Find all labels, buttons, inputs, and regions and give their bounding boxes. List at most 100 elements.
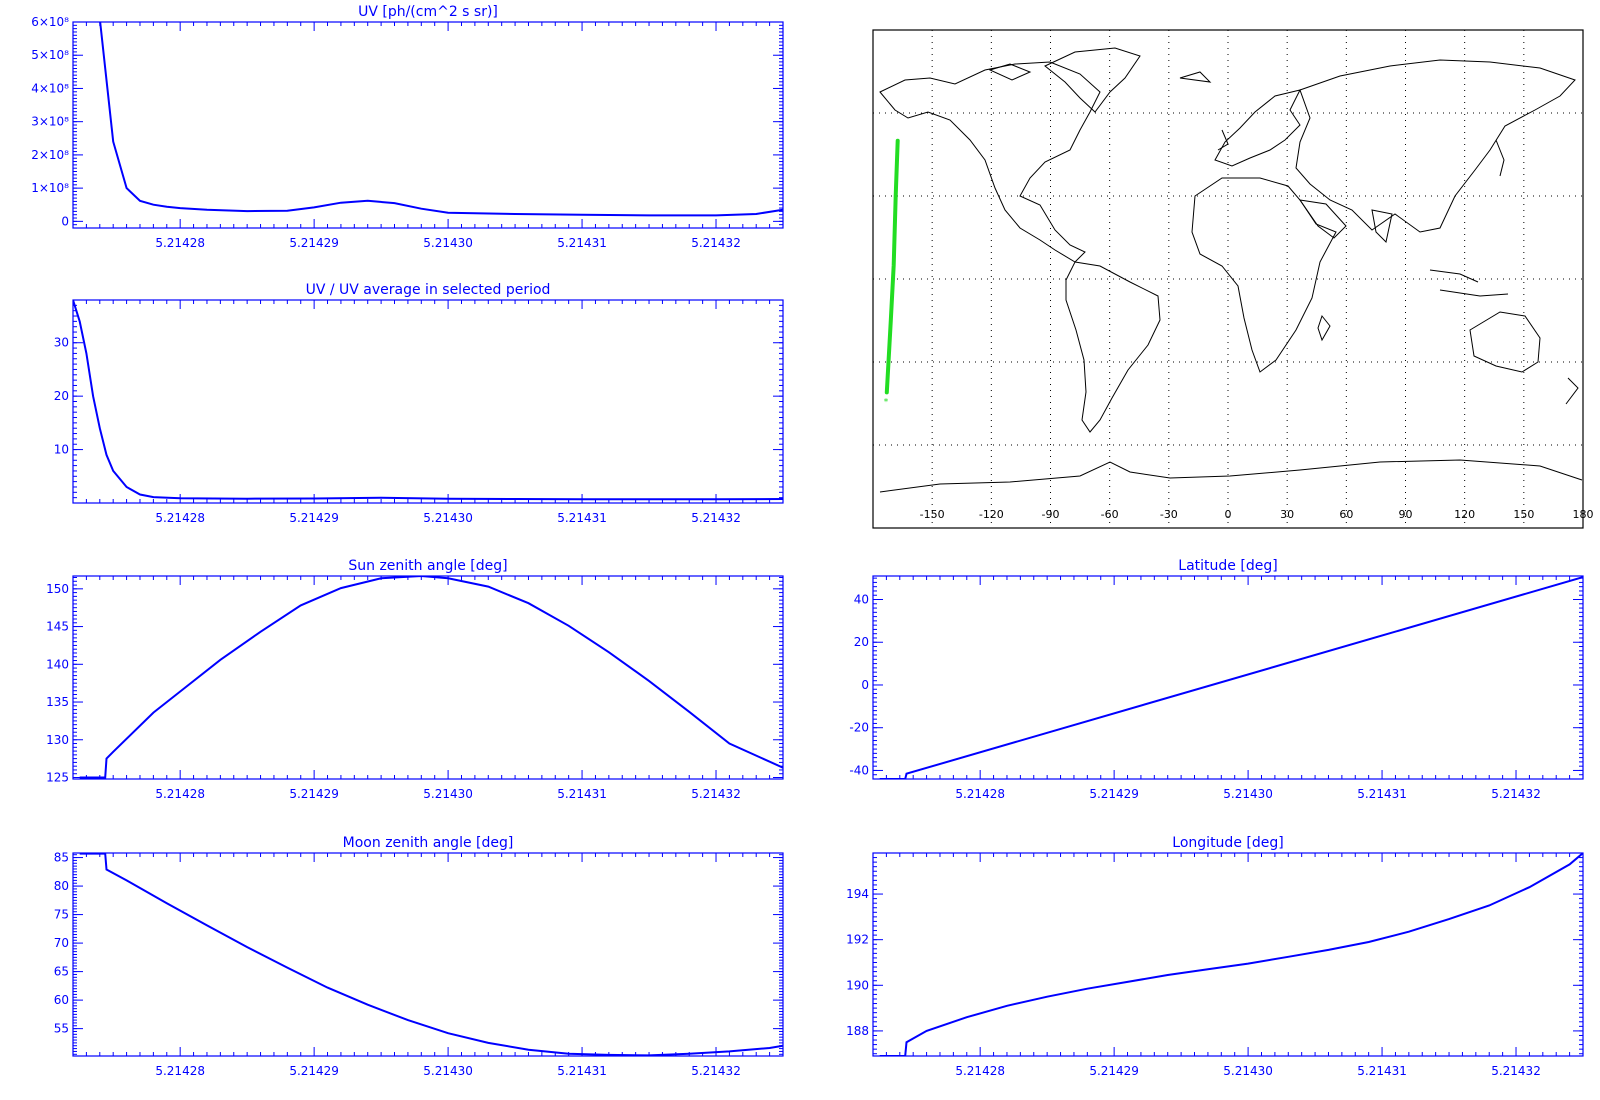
map-lon-tick-label: 150	[1513, 508, 1534, 521]
y-tick-label: 30	[54, 336, 69, 350]
x-tick-label: 5.21430	[1223, 787, 1273, 801]
x-tick-label: 5.21428	[155, 787, 205, 801]
x-tick-label: 5.21431	[1357, 787, 1407, 801]
y-tick-label: 85	[54, 851, 69, 865]
y-tick-label: 150	[46, 582, 69, 596]
x-tick-label: 5.21430	[423, 236, 473, 250]
y-tick-label: 190	[846, 978, 869, 992]
map-grid	[873, 29, 1583, 528]
x-tick-label: 5.21429	[1089, 1064, 1139, 1078]
y-tick-label: 145	[46, 620, 69, 634]
latitude-frame	[872, 575, 1584, 780]
uv-ratio-frame	[72, 299, 784, 504]
y-tick-label: 70	[54, 936, 69, 950]
y-tick-label: 1×10⁸	[31, 181, 69, 195]
x-tick-label: 5.21428	[155, 236, 205, 250]
map-lon-tick-label: 180	[1573, 508, 1594, 521]
y-tick-label: 4×10⁸	[31, 81, 69, 95]
x-tick-label: 5.21431	[557, 787, 607, 801]
moon-zenith-title: Moon zenith angle [deg]	[343, 835, 514, 851]
y-tick-label: 0	[61, 214, 69, 228]
y-tick-label: 188	[846, 1024, 869, 1038]
x-tick-label: 5.21428	[955, 787, 1005, 801]
y-tick-label: 135	[46, 695, 69, 709]
y-tick-label: 140	[46, 657, 69, 671]
x-tick-label: 5.21430	[423, 787, 473, 801]
latitude-series-line	[879, 576, 1583, 779]
y-tick-label: 125	[46, 770, 69, 784]
moon-zenith-frame	[72, 852, 784, 1057]
x-tick-label: 5.21430	[423, 1064, 473, 1078]
world-map-panel: * -150 -120 -90 -60 -30 0 30 60 90 120 150 180	[872, 29, 1594, 529]
x-tick-label: 5.21428	[155, 511, 205, 525]
orbit-track: *	[884, 138, 900, 407]
longitude-series-line	[879, 853, 1583, 1056]
uv-panel: UV [ph/(cm^2 s sr)] 5.21428 5.21429 5.21430…	[31, 4, 784, 250]
moon-zenith-panel: Moon zenith angle [deg] 5.21428 5.21429 5.2…	[54, 835, 784, 1078]
y-tick-label: 6×10⁸	[31, 15, 69, 29]
x-tick-label: 5.21430	[1223, 1064, 1273, 1078]
map-lon-tick-label: -30	[1160, 508, 1178, 521]
uv-title: UV [ph/(cm^2 s sr)]	[358, 4, 498, 20]
y-tick-label: 192	[846, 933, 869, 947]
y-tick-label: 10	[54, 443, 69, 457]
y-tick-label: 3×10⁸	[31, 115, 69, 129]
uv-series-line	[99, 22, 783, 217]
x-tick-label: 5.21430	[423, 511, 473, 525]
map-lon-tick-label: 90	[1399, 508, 1413, 521]
map-lon-tick-label: 30	[1280, 508, 1294, 521]
x-tick-label: 5.21429	[289, 511, 339, 525]
y-tick-label: 65	[54, 965, 69, 979]
world-coastlines-icon	[879, 47, 1583, 493]
map-lon-tick-label: 60	[1339, 508, 1353, 521]
y-tick-label: 0	[861, 678, 869, 692]
y-tick-label: 20	[54, 389, 69, 403]
y-tick-label: 40	[854, 593, 869, 607]
x-tick-label: 5.21429	[289, 236, 339, 250]
x-tick-label: 5.21432	[1491, 1064, 1541, 1078]
x-tick-label: 5.21431	[1357, 1064, 1407, 1078]
x-tick-label: 5.21432	[691, 511, 741, 525]
uv-frame	[72, 21, 784, 229]
latitude-panel: Latitude [deg] 5.21428 5.21429 5.21430 5.214…	[849, 558, 1584, 801]
y-tick-label: 55	[54, 1022, 69, 1036]
uv-ratio-title: UV / UV average in selected period	[306, 282, 551, 298]
x-tick-label: 5.21431	[557, 511, 607, 525]
longitude-title: Longitude [deg]	[1172, 835, 1283, 851]
y-tick-label: 130	[46, 733, 69, 747]
map-lon-tick-label: -60	[1101, 508, 1119, 521]
uv-ratio-series-line	[73, 300, 783, 501]
x-tick-label: 5.21432	[691, 787, 741, 801]
x-tick-label: 5.21432	[691, 236, 741, 250]
y-tick-label: 80	[54, 879, 69, 893]
y-tick-label: -40	[849, 763, 869, 777]
x-tick-label: 5.21429	[289, 787, 339, 801]
orbit-track-line	[884, 138, 900, 395]
y-tick-label: 20	[854, 635, 869, 649]
x-tick-label: 5.21432	[1491, 787, 1541, 801]
x-tick-label: 5.21432	[691, 1064, 741, 1078]
longitude-panel: Longitude [deg] 5.21428 5.21429 5.21430 5.21…	[846, 835, 1584, 1078]
sun-zenith-series-line	[79, 576, 783, 779]
x-tick-label: 5.21428	[955, 1064, 1005, 1078]
y-tick-label: -20	[849, 721, 869, 735]
x-tick-label: 5.21431	[557, 1064, 607, 1078]
map-lon-tick-label: -120	[979, 508, 1004, 521]
y-tick-label: 75	[54, 908, 69, 922]
y-tick-label: 194	[846, 887, 869, 901]
map-lon-tick-label: -150	[920, 508, 945, 521]
moon-zenith-series-line	[79, 853, 783, 1056]
longitude-frame	[872, 852, 1584, 1057]
sun-zenith-panel: Sun zenith angle [deg] 5.21428 5.21429 5.21…	[46, 558, 784, 801]
sun-zenith-title: Sun zenith angle [deg]	[348, 558, 507, 574]
x-tick-label: 5.21431	[557, 236, 607, 250]
map-lon-tick-label: 0	[1225, 508, 1232, 521]
map-lon-tick-label: -90	[1042, 508, 1060, 521]
map-lon-ticks: -150 -120 -90 -60 -30 0 30 60 90 120 150 180	[920, 508, 1594, 521]
charts-layer: UV [ph/(cm^2 s sr)] 5.21428 5.21429 5.21430…	[31, 4, 1584, 1078]
track-start-marker: *	[884, 397, 889, 407]
x-tick-label: 5.21429	[1089, 787, 1139, 801]
map-lon-tick-label: 120	[1454, 508, 1475, 521]
sun-zenith-frame	[72, 575, 784, 780]
